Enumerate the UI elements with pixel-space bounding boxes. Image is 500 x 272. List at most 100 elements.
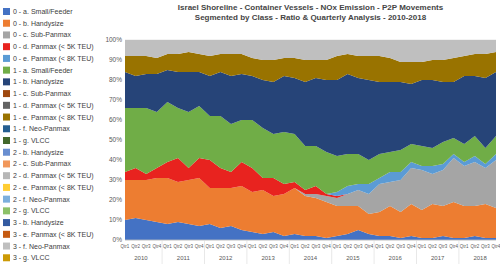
legend-swatch [3, 8, 10, 15]
year-label: 2018 [473, 255, 487, 261]
legend-swatch [3, 125, 10, 132]
year-separator [289, 240, 290, 264]
x-tick-label: Qtr1 [375, 244, 384, 249]
legend-swatch [3, 243, 10, 250]
x-tick-label: Qtr4 [449, 244, 458, 249]
y-tick-label: 100% [105, 36, 122, 43]
legend-swatch [3, 172, 10, 179]
year-label: 2017 [431, 255, 445, 261]
legend-label: 2 - d. Panmax (< 5K TEU) [13, 172, 94, 180]
x-tick-label: Qtr2 [216, 244, 225, 249]
x-tick-label: Qtr3 [354, 244, 363, 249]
legend-label: 1 - f. Neo-Panmax [13, 125, 70, 132]
y-tick-label: 80% [109, 76, 122, 83]
legend-label: 0 - e. Panmax (< 8K TEU) [13, 55, 94, 63]
legend-swatch [3, 149, 10, 156]
legend-swatch [3, 207, 10, 214]
legend-swatch [3, 67, 10, 74]
legend-label: 2 - g. VLCC [13, 207, 50, 215]
y-tick-label: 0% [113, 236, 123, 243]
legend: 0 - a. Small/Feeder 0 - b. Handysize 0 - c… [3, 8, 94, 262]
y-tick-label: 40% [109, 156, 122, 163]
grid-line [125, 240, 496, 241]
legend-label: 3 - f. Neo-Panmax [13, 243, 70, 250]
x-tick-label: Qtr1 [290, 244, 299, 249]
legend-swatch [3, 102, 10, 109]
legend-label: 1 - e. Panmax (< 8K TEU) [13, 114, 94, 122]
legend-label: 1 - d. Panmax (< 5K TEU) [13, 102, 94, 110]
x-tick-label: Qtr3 [142, 244, 151, 249]
legend-label: 0 - d. Panmax (< 5K TEU) [13, 43, 94, 51]
x-tick-label: Qtr1 [460, 244, 469, 249]
x-tick-label: Qtr4 [280, 244, 289, 249]
y-tick-label: 30% [109, 176, 122, 183]
x-tick-label: Qtr4 [407, 244, 416, 249]
legend-swatch [3, 196, 10, 203]
x-tick-label: Qtr2 [301, 244, 310, 249]
x-tick-label: Qtr1 [163, 244, 172, 249]
subtitle: Segmented by Class - Ratio & Quarterly A… [195, 13, 427, 22]
x-tick-label: Qtr4 [322, 244, 331, 249]
x-tick-label: Qtr4 [492, 244, 500, 249]
legend-swatch [3, 160, 10, 167]
x-tick-label: Qtr4 [195, 244, 204, 249]
legend-swatch [3, 114, 10, 121]
legend-swatch [3, 219, 10, 226]
year-label: 2011 [177, 255, 191, 261]
legend-swatch [3, 20, 10, 27]
legend-label: 1 - a. Small/Feeder [13, 67, 73, 74]
x-tick-label: Qtr3 [184, 244, 193, 249]
year-separator [458, 240, 459, 264]
year-label: 2010 [134, 255, 148, 261]
year-separator [246, 240, 247, 264]
legend-label: 2 - e. Panmax (< 8K TEU) [13, 184, 94, 192]
year-separator [162, 240, 163, 264]
legend-label: 1 - c. Sub-Panmax [13, 90, 71, 97]
legend-label: 0 - a. Small/Feeder [13, 8, 73, 15]
background [0, 0, 500, 272]
x-tick-label: Qtr3 [439, 244, 448, 249]
x-tick-label: Qtr2 [470, 244, 479, 249]
y-tick-label: 10% [109, 216, 122, 223]
x-tick-label: Qtr2 [386, 244, 395, 249]
legend-swatch [3, 43, 10, 50]
x-tick-label: Qtr1 [417, 244, 426, 249]
year-label: 2016 [389, 255, 403, 261]
x-tick-label: Qtr1 [205, 244, 214, 249]
year-separator [416, 240, 417, 264]
legend-swatch [3, 31, 10, 38]
year-separator [204, 240, 205, 264]
x-tick-label: Qtr3 [269, 244, 278, 249]
x-tick-label: Qtr1 [121, 244, 130, 249]
y-tick-label: 50% [109, 136, 122, 143]
x-tick-label: Qtr3 [227, 244, 236, 249]
legend-label: 0 - c. Sub-Panmax [13, 31, 71, 38]
legend-label: 2 - c. Sub-Panmax [13, 160, 71, 167]
legend-label: 1 - g. VLCC [13, 137, 50, 145]
legend-label: 2 - f. Neo-Panmax [13, 196, 70, 203]
legend-swatch [3, 231, 10, 238]
area-series [125, 40, 496, 41]
legend-label: 1 - b. Handysize [13, 78, 64, 86]
legend-swatch [3, 137, 10, 144]
chart: Israel Shoreline - Container Vessels - N… [0, 0, 500, 272]
x-tick-label: Qtr3 [481, 244, 490, 249]
y-tick-label: 90% [109, 56, 122, 63]
x-tick-label: Qtr4 [364, 244, 373, 249]
legend-label: 3 - e. Panmax (< 8K TEU) [13, 231, 94, 239]
legend-label: 2 - b. Handysize [13, 149, 64, 157]
year-label: 2015 [346, 255, 360, 261]
legend-label: 0 - b. Handysize [13, 20, 64, 28]
year-separator [331, 240, 332, 264]
areas [125, 40, 496, 240]
x-tick-label: Qtr3 [396, 244, 405, 249]
x-tick-label: Qtr4 [237, 244, 246, 249]
year-separator [374, 240, 375, 264]
year-label: 2013 [261, 255, 275, 261]
x-tick-label: Qtr4 [152, 244, 161, 249]
year-label: 2012 [219, 255, 233, 261]
year-label: 2014 [304, 255, 318, 261]
area-series [125, 70, 496, 160]
area-series [125, 40, 496, 62]
y-tick-label: 60% [109, 116, 122, 123]
